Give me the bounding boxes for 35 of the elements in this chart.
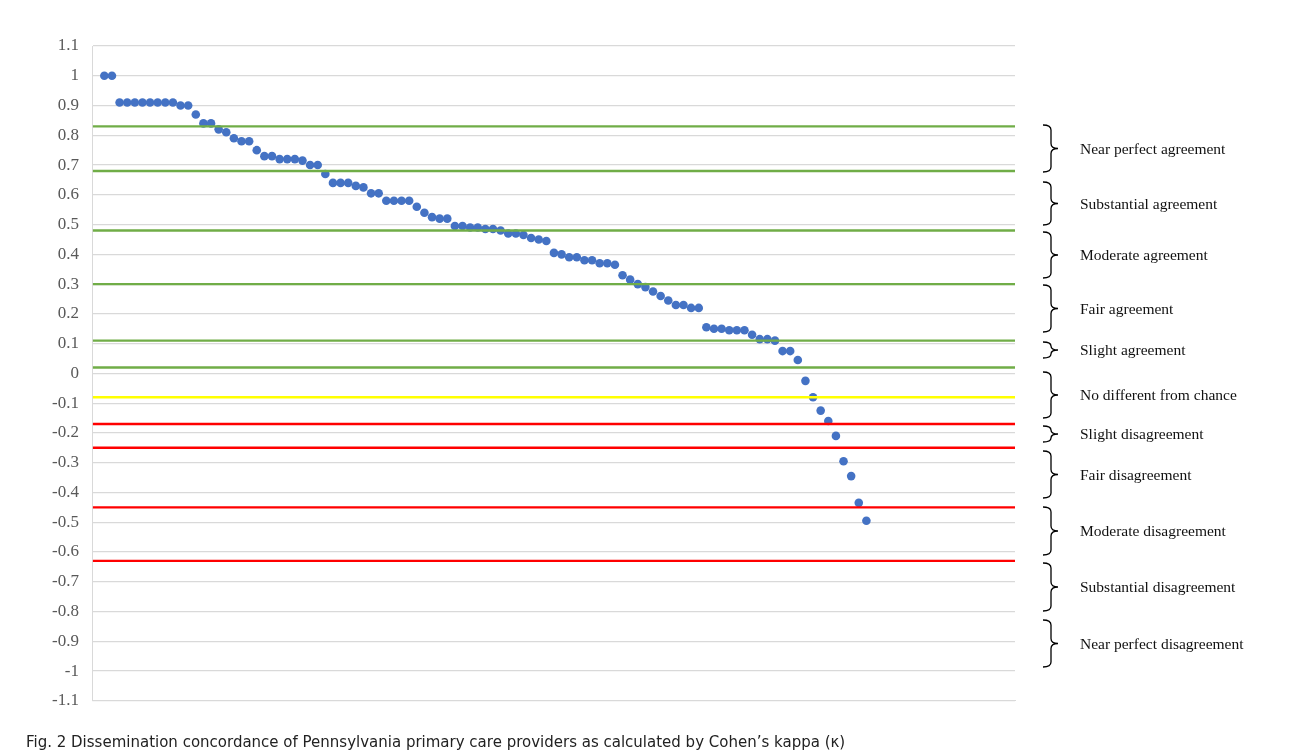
- y-tick-label: 0.5: [57, 214, 79, 234]
- y-tick-label: -0.1: [51, 392, 79, 412]
- text: Fair agreement: [1080, 298, 1174, 319]
- y-tick-label: 1.1: [57, 35, 79, 55]
- y-tick-label: -0.9: [51, 630, 79, 650]
- text: Near perfect agreement: [1080, 138, 1226, 159]
- y-tick-label: 0: [70, 362, 79, 382]
- y-tick-label: -1.1: [51, 690, 79, 710]
- y-tick-label: 0.2: [57, 303, 79, 323]
- y-tick-label: 0.1: [57, 333, 79, 353]
- text: Slight agreement: [1080, 340, 1186, 360]
- text: Near perfect disagreement: [1080, 633, 1244, 654]
- text: Substantial disagreement: [1080, 577, 1236, 597]
- y-tick-label: 0.9: [57, 95, 79, 114]
- y-tick-label: -0.2: [51, 422, 79, 442]
- y-tick-label: 1: [70, 65, 79, 85]
- y-tick-label: 0.6: [57, 184, 79, 204]
- y-tick-label: 0.7: [57, 154, 80, 174]
- y-tick-label: -0.7: [51, 571, 80, 591]
- y-tick-label: -0.8: [51, 600, 79, 620]
- y-tick-label: -1: [64, 660, 79, 680]
- y-tick-label: -0.5: [51, 511, 79, 531]
- text: Moderate agreement: [1080, 245, 1208, 265]
- text: Moderate disagreement: [1080, 521, 1226, 541]
- y-tick-label: -0.4: [51, 481, 80, 501]
- y-tick-label: -0.6: [51, 541, 79, 561]
- text: No different from chance: [1080, 385, 1237, 405]
- y-tick-label: 0.3: [57, 273, 79, 293]
- y-tick-label: -0.3: [51, 452, 79, 472]
- y-tick-label: 0.8: [57, 124, 79, 144]
- text: Fair disagreement: [1080, 464, 1192, 485]
- y-tick-label: 0.4: [57, 243, 80, 263]
- caption: Fig. 2 Dissemination concordance of Pennsylvania primary care providers as calculated by Cohen’s kappa (κ): [26, 733, 846, 751]
- text: Slight disagreement: [1080, 424, 1204, 444]
- text: Substantial agreement: [1080, 193, 1218, 214]
